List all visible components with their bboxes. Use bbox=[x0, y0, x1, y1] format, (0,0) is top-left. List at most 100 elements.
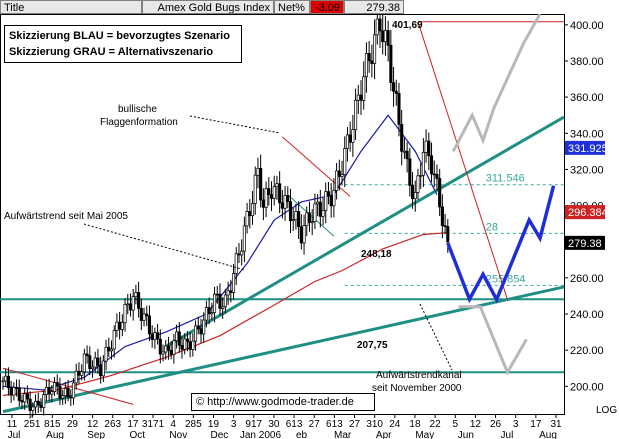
candle-body bbox=[359, 94, 363, 101]
candle-body bbox=[164, 345, 168, 353]
candle-body bbox=[424, 140, 428, 153]
x-month-label: Mar bbox=[334, 430, 352, 439]
candle-body bbox=[215, 293, 219, 296]
annotation-text: 401,69 bbox=[392, 20, 423, 31]
net-percent-value: -3.09 bbox=[310, 0, 344, 14]
candle-body bbox=[142, 313, 146, 321]
candle-body bbox=[58, 385, 62, 399]
candle-body bbox=[4, 375, 8, 382]
candle-body bbox=[204, 307, 208, 321]
x-tick-label: 24 bbox=[389, 419, 401, 430]
price-label-box bbox=[565, 140, 605, 155]
candle-body bbox=[128, 303, 133, 311]
flag-upper-line bbox=[282, 136, 351, 197]
candle-body bbox=[185, 338, 189, 343]
candle-body bbox=[310, 221, 314, 224]
moving-average-slow bbox=[2, 232, 448, 396]
x-month-label: Apr bbox=[376, 430, 392, 439]
candle-body bbox=[297, 211, 301, 228]
annotation-text: Aufwärtstrendkanal bbox=[376, 370, 462, 381]
candle-body bbox=[364, 53, 368, 78]
candle-body bbox=[88, 355, 92, 370]
candle-body bbox=[15, 387, 19, 389]
x-tick-label: 613 bbox=[326, 419, 343, 430]
x-month-label: eb bbox=[296, 430, 308, 439]
x-tick-label: 12 bbox=[87, 419, 99, 430]
candlesticks bbox=[1, 4, 450, 419]
candle-body bbox=[33, 400, 38, 408]
candle-body bbox=[9, 387, 13, 396]
x-month-label: Oct bbox=[129, 430, 145, 439]
candle-body bbox=[373, 34, 377, 64]
candle-body bbox=[123, 304, 127, 323]
plot-frame bbox=[0, 14, 565, 415]
x-month-label: Jul bbox=[8, 430, 21, 439]
candle-body bbox=[440, 206, 444, 227]
candle-body bbox=[302, 225, 306, 244]
candle-body bbox=[410, 185, 415, 200]
candle-body bbox=[139, 307, 143, 321]
candle-body bbox=[210, 312, 214, 315]
candle-body bbox=[17, 387, 21, 401]
x-month-label: Jul bbox=[501, 430, 514, 439]
candle-body bbox=[354, 99, 358, 130]
candle-body bbox=[316, 201, 320, 205]
candle-body bbox=[109, 348, 114, 352]
last-price-value: 279.38 bbox=[344, 0, 404, 14]
candle-body bbox=[383, 30, 387, 43]
candle-body bbox=[226, 290, 230, 296]
x-tick-label: 263 bbox=[104, 419, 121, 430]
candle-body bbox=[291, 219, 295, 222]
candle-body bbox=[321, 210, 325, 217]
x-tick-label: 285 bbox=[185, 419, 202, 430]
candle-body bbox=[223, 294, 227, 308]
candle-body bbox=[63, 388, 67, 396]
y-tick-label: 200.00 bbox=[570, 381, 604, 393]
candle-body bbox=[134, 292, 138, 298]
candle-body bbox=[66, 388, 70, 398]
candle-body bbox=[240, 250, 244, 256]
candle-body bbox=[234, 253, 238, 274]
annotation-text: seit November 2000 bbox=[372, 383, 462, 394]
candle-body bbox=[419, 174, 423, 177]
moving-averages bbox=[2, 114, 448, 396]
x-month-label: Sep bbox=[87, 430, 105, 439]
candle-body bbox=[421, 151, 425, 176]
annotation-leader bbox=[419, 303, 453, 371]
y-tick-label: 320.00 bbox=[570, 164, 604, 176]
grid bbox=[0, 14, 565, 415]
candle-body bbox=[120, 322, 124, 330]
candle-body bbox=[23, 393, 27, 403]
candle-body bbox=[348, 134, 352, 143]
candle-body bbox=[213, 293, 217, 313]
y-tick-label: 340.00 bbox=[570, 128, 604, 140]
fibonacci-level-label: 311.546 bbox=[486, 173, 525, 185]
candle-body bbox=[351, 129, 355, 143]
candle-body bbox=[305, 212, 309, 226]
annotation-leader bbox=[83, 223, 246, 271]
candle-body bbox=[242, 225, 246, 252]
candle-body bbox=[1, 380, 5, 383]
candle-body bbox=[147, 315, 152, 335]
annotation-text: bullische bbox=[118, 104, 157, 115]
candle-body bbox=[183, 338, 187, 350]
y-tick-label: 220.00 bbox=[570, 345, 604, 357]
scenario-blue bbox=[446, 185, 556, 304]
candle-body bbox=[101, 360, 105, 377]
candle-body bbox=[269, 194, 274, 199]
x-tick-label: 815 bbox=[44, 419, 61, 430]
x-tick-label: 11 bbox=[7, 419, 18, 430]
candle-body bbox=[362, 76, 366, 101]
x-tick-label: 30 bbox=[268, 419, 280, 430]
candle-body bbox=[131, 296, 135, 311]
x-tick-label: 27 bbox=[309, 419, 321, 430]
candle-body bbox=[118, 321, 122, 330]
annotation-text: Flaggenformation bbox=[100, 117, 178, 128]
y-tick-label: 360.00 bbox=[570, 92, 604, 104]
candle-body bbox=[375, 18, 379, 36]
instrument-name: Amex Gold Bugs Index bbox=[142, 0, 274, 14]
candle-body bbox=[402, 150, 406, 153]
candle-body bbox=[112, 330, 116, 350]
candle-body bbox=[253, 174, 257, 204]
